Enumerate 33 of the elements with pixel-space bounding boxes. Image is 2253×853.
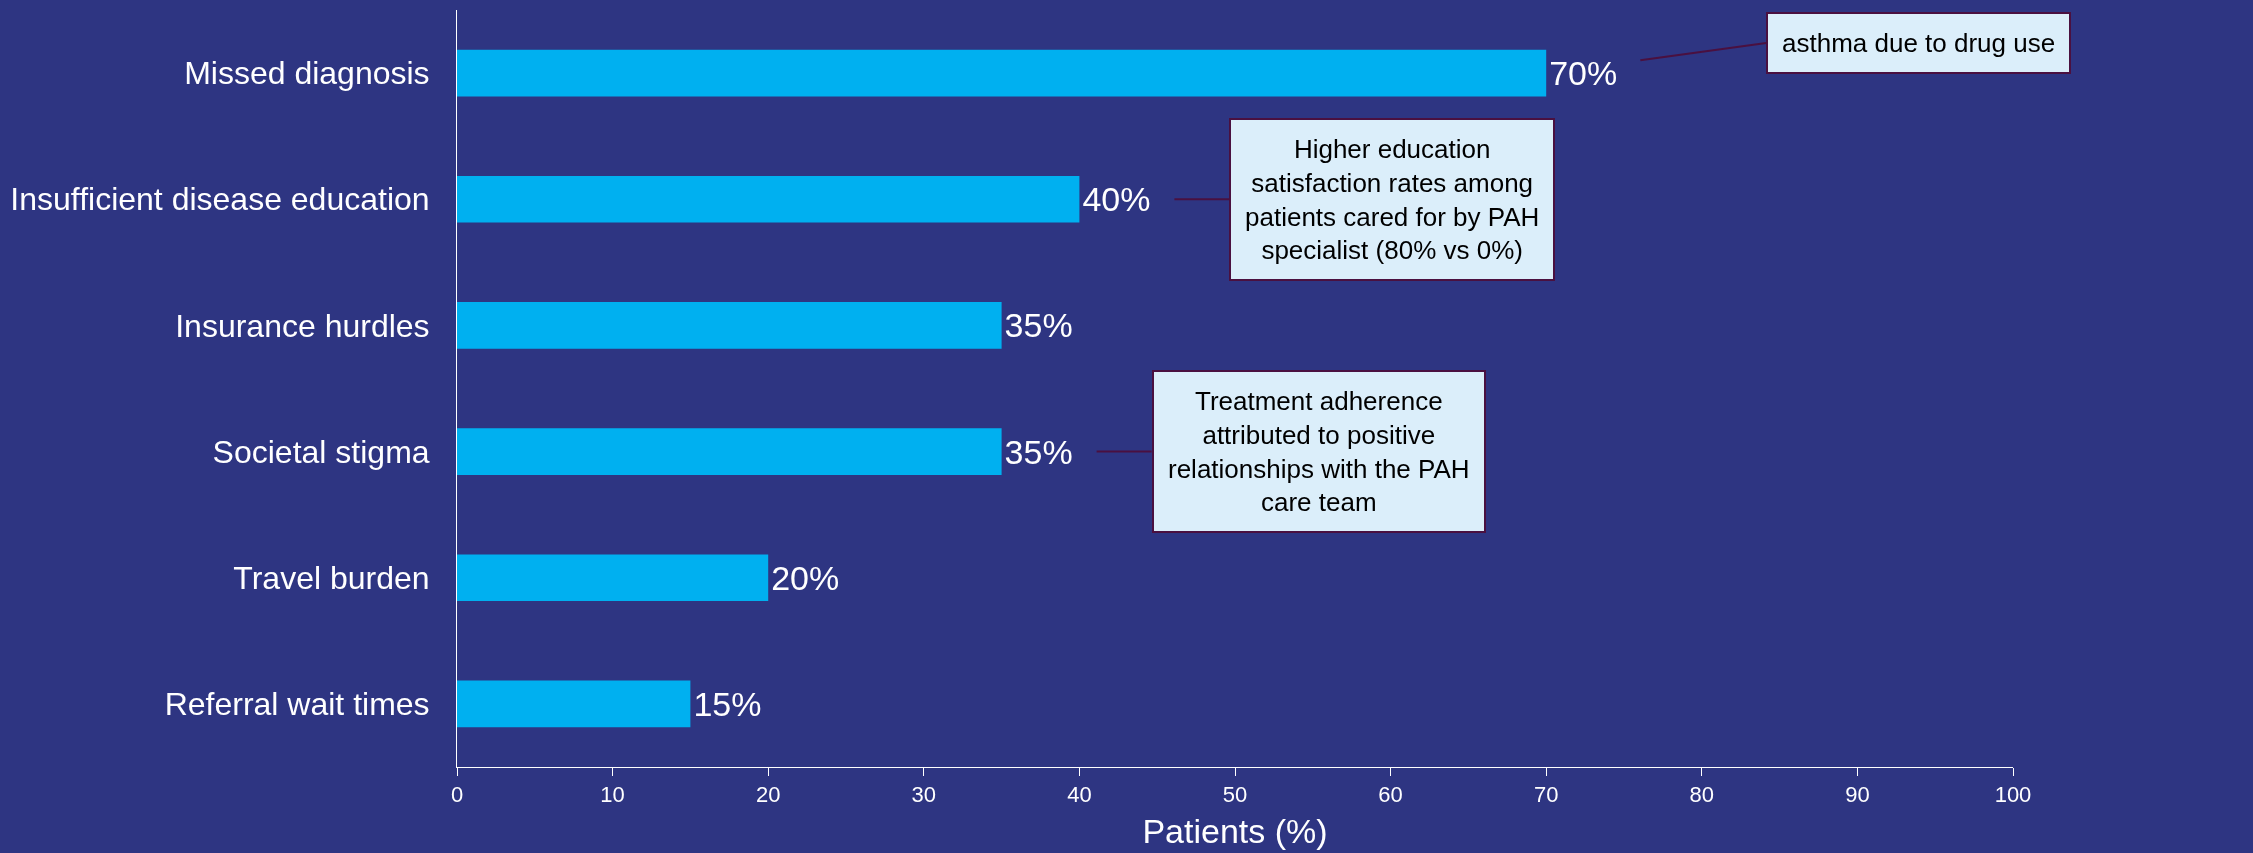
x-tick-label: 50 [1222,782,1248,808]
bar [457,554,769,602]
x-tick-label: 60 [1378,782,1403,808]
y-tick-label: Missed diagnosis [184,55,430,92]
bar [457,49,1547,97]
x-tick-label: 0 [450,782,464,808]
x-tick-label: 20 [755,782,781,808]
x-tick-label: 70 [1533,782,1559,808]
y-tick-label: Referral wait times [164,686,430,723]
x-tick-label: 40 [1067,782,1092,808]
annotation: asthma due to drug use [1782,28,2056,58]
x-tick-label: 10 [600,782,625,808]
bar [457,175,1080,223]
x-axis-title: Patients (%) [1142,811,1328,850]
data-label: 40% [1082,180,1151,219]
x-tick-label: 100 [1994,782,2032,808]
bar [457,680,691,728]
y-tick-label: Insufficient disease education [10,181,430,218]
annotation: Higher education satisfaction rates among patients cared for by PAH specialist (80% vs 0%) [1245,134,1540,266]
x-tick-label: 90 [1845,782,1870,808]
x-tick-label: 30 [911,782,937,808]
data-label: 35% [1004,432,1073,471]
data-label: 70% [1549,54,1618,93]
y-tick-label: Travel burden [233,559,430,596]
x-tick-label: 80 [1689,782,1715,808]
y-tick-label: Societal stigma [212,433,430,470]
bar [457,428,1002,475]
data-label: 20% [771,558,840,597]
annotation: Treatment adherence attributed to positive relationships with the PAH care team [1168,386,1470,518]
bar [457,302,1002,349]
y-tick-label: Insurance hurdles [175,307,430,344]
data-label: 35% [1004,306,1073,345]
data-label: 15% [693,684,762,723]
